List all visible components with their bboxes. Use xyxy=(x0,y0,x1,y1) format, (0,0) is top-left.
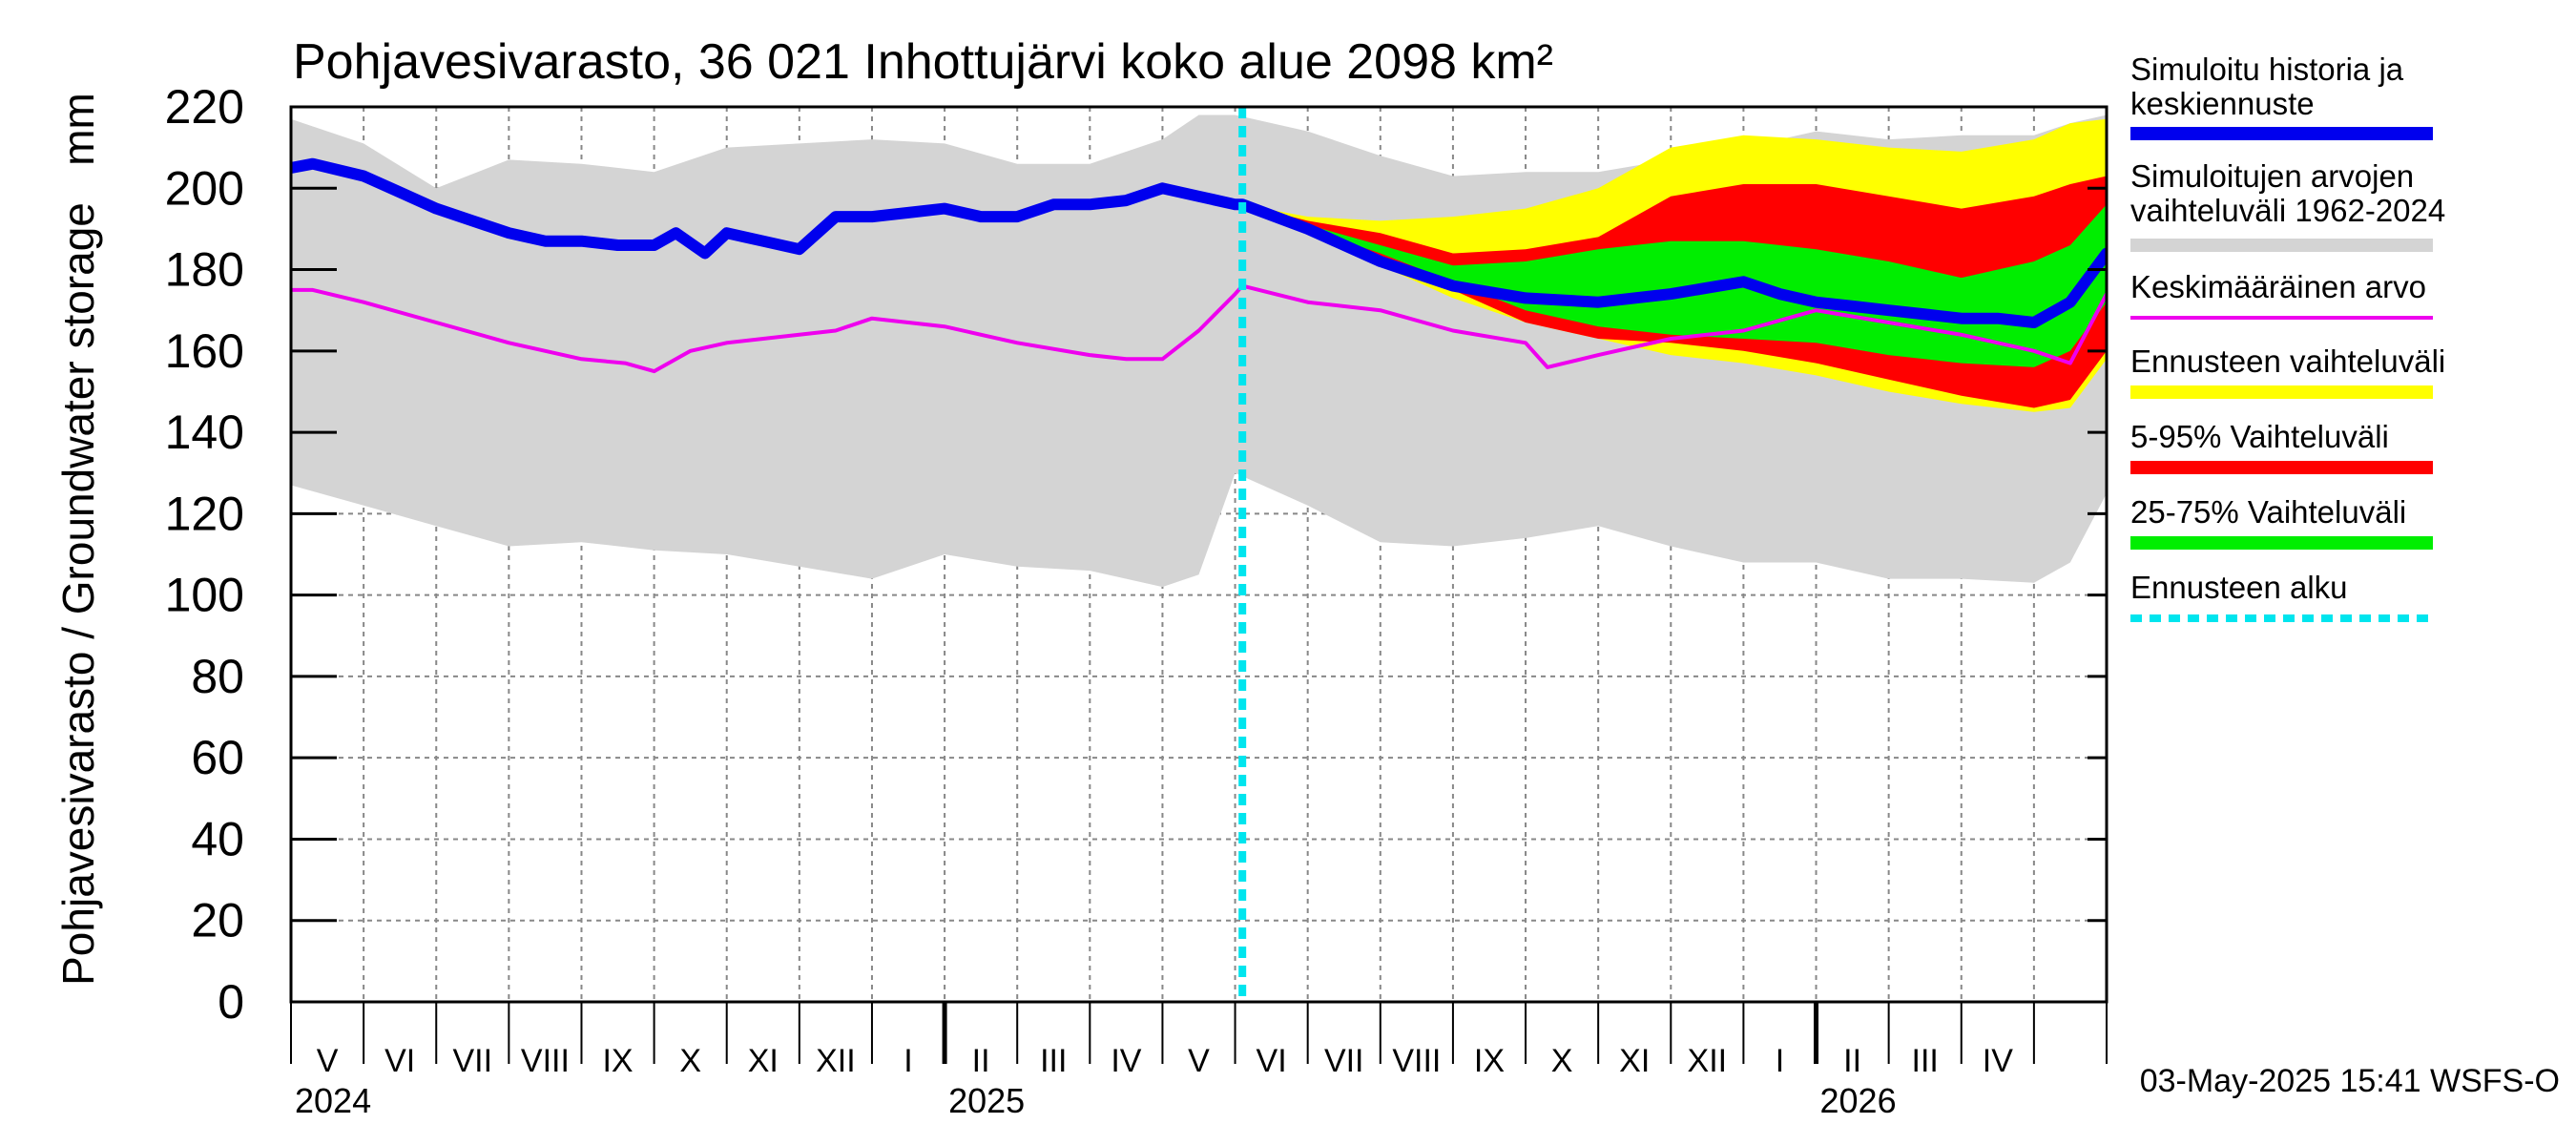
month-label: IV xyxy=(1983,1043,2013,1079)
legend-label: 25-75% Vaihteluväli xyxy=(2130,494,2406,530)
y-tick-label: 40 xyxy=(191,812,244,865)
legend-entry: Simuloitu historia ja keskiennuste xyxy=(2130,52,2433,140)
legend-label: Ennusteen vaihteluväli xyxy=(2130,344,2445,379)
month-label: IX xyxy=(602,1043,633,1079)
legend-label: Keskimääräinen arvo xyxy=(2130,269,2426,304)
month-label: VIII xyxy=(1392,1043,1441,1079)
legend-entry: 25-75% Vaihteluväli xyxy=(2130,494,2433,550)
line-keskim-r-inen-arvo xyxy=(291,283,2107,374)
plot-area xyxy=(291,107,2107,1002)
y-tick-label: 160 xyxy=(165,324,244,378)
line-simuloitu-historia-ja-keskiennuste xyxy=(291,157,2107,328)
y-tick-label: 200 xyxy=(165,161,244,215)
year-label: 2025 xyxy=(948,1081,1025,1120)
timestamp: 03-May-2025 15:41 WSFS-O xyxy=(2140,1063,2560,1099)
legend-label: 5-95% Vaihteluväli xyxy=(2130,419,2389,454)
legend-entry: Simuloitujen arvojen vaihteluväli 1962-20… xyxy=(2130,158,2445,252)
month-label: VIII xyxy=(521,1043,570,1079)
chart-title: Pohjavesivarasto, 36 021 Inhottujärvi ko… xyxy=(293,34,1553,90)
plot-content xyxy=(291,107,2107,1002)
legend-entry: Keskimääräinen arvo xyxy=(2130,269,2433,320)
y-tick-label: 0 xyxy=(218,975,244,1029)
legend-label: Ennusteen alku xyxy=(2130,570,2348,605)
month-label: I xyxy=(904,1043,912,1079)
y-axis-label: Pohjavesivarasto / Groundwater storage m… xyxy=(53,93,103,986)
month-label: III xyxy=(1912,1043,1939,1079)
month-label: V xyxy=(317,1043,339,1079)
month-label: VII xyxy=(1324,1043,1364,1079)
month-label: IX xyxy=(1474,1043,1505,1079)
y-tick-label: 220 xyxy=(165,80,244,134)
y-tick-label: 60 xyxy=(191,731,244,784)
month-label: VII xyxy=(453,1043,493,1079)
month-label: XII xyxy=(816,1043,856,1079)
month-label: V xyxy=(1188,1043,1210,1079)
month-label: II xyxy=(972,1043,990,1079)
plot-frame xyxy=(289,105,2109,1004)
month-label: XII xyxy=(1688,1043,1728,1079)
month-label: II xyxy=(1843,1043,1861,1079)
month-label: VI xyxy=(1257,1043,1287,1079)
y-tick-label: 180 xyxy=(165,243,244,297)
month-label: VI xyxy=(384,1043,415,1079)
legend-label: Simuloitu historia ja keskiennuste xyxy=(2130,52,2404,121)
legend: Simuloitu historia ja keskiennuste Simuloi… xyxy=(2130,52,2445,622)
legend-label: Simuloitujen arvojen vaihteluväli 1962-20… xyxy=(2130,158,2445,228)
y-tick-label: 80 xyxy=(191,650,244,703)
month-label: I xyxy=(1776,1043,1784,1079)
month-label: X xyxy=(1551,1043,1573,1079)
month-label: III xyxy=(1040,1043,1067,1079)
legend-entry: Ennusteen alku xyxy=(2130,570,2433,622)
month-label: XI xyxy=(748,1043,779,1079)
year-label: 2026 xyxy=(1820,1081,1897,1120)
month-label: XI xyxy=(1619,1043,1650,1079)
y-tick-label: 120 xyxy=(165,487,244,540)
y-tick-label: 140 xyxy=(165,406,244,459)
y-tick-label: 20 xyxy=(191,894,244,947)
year-label: 2024 xyxy=(295,1081,371,1120)
month-label: IV xyxy=(1111,1043,1141,1079)
legend-entry: Ennusteen vaihteluväli xyxy=(2130,344,2445,399)
legend-entry: 5-95% Vaihteluväli xyxy=(2130,419,2433,474)
y-tick-label: 100 xyxy=(165,569,244,622)
band-25-75-vaihteluv-li xyxy=(1242,204,2107,367)
month-label: X xyxy=(679,1043,701,1079)
